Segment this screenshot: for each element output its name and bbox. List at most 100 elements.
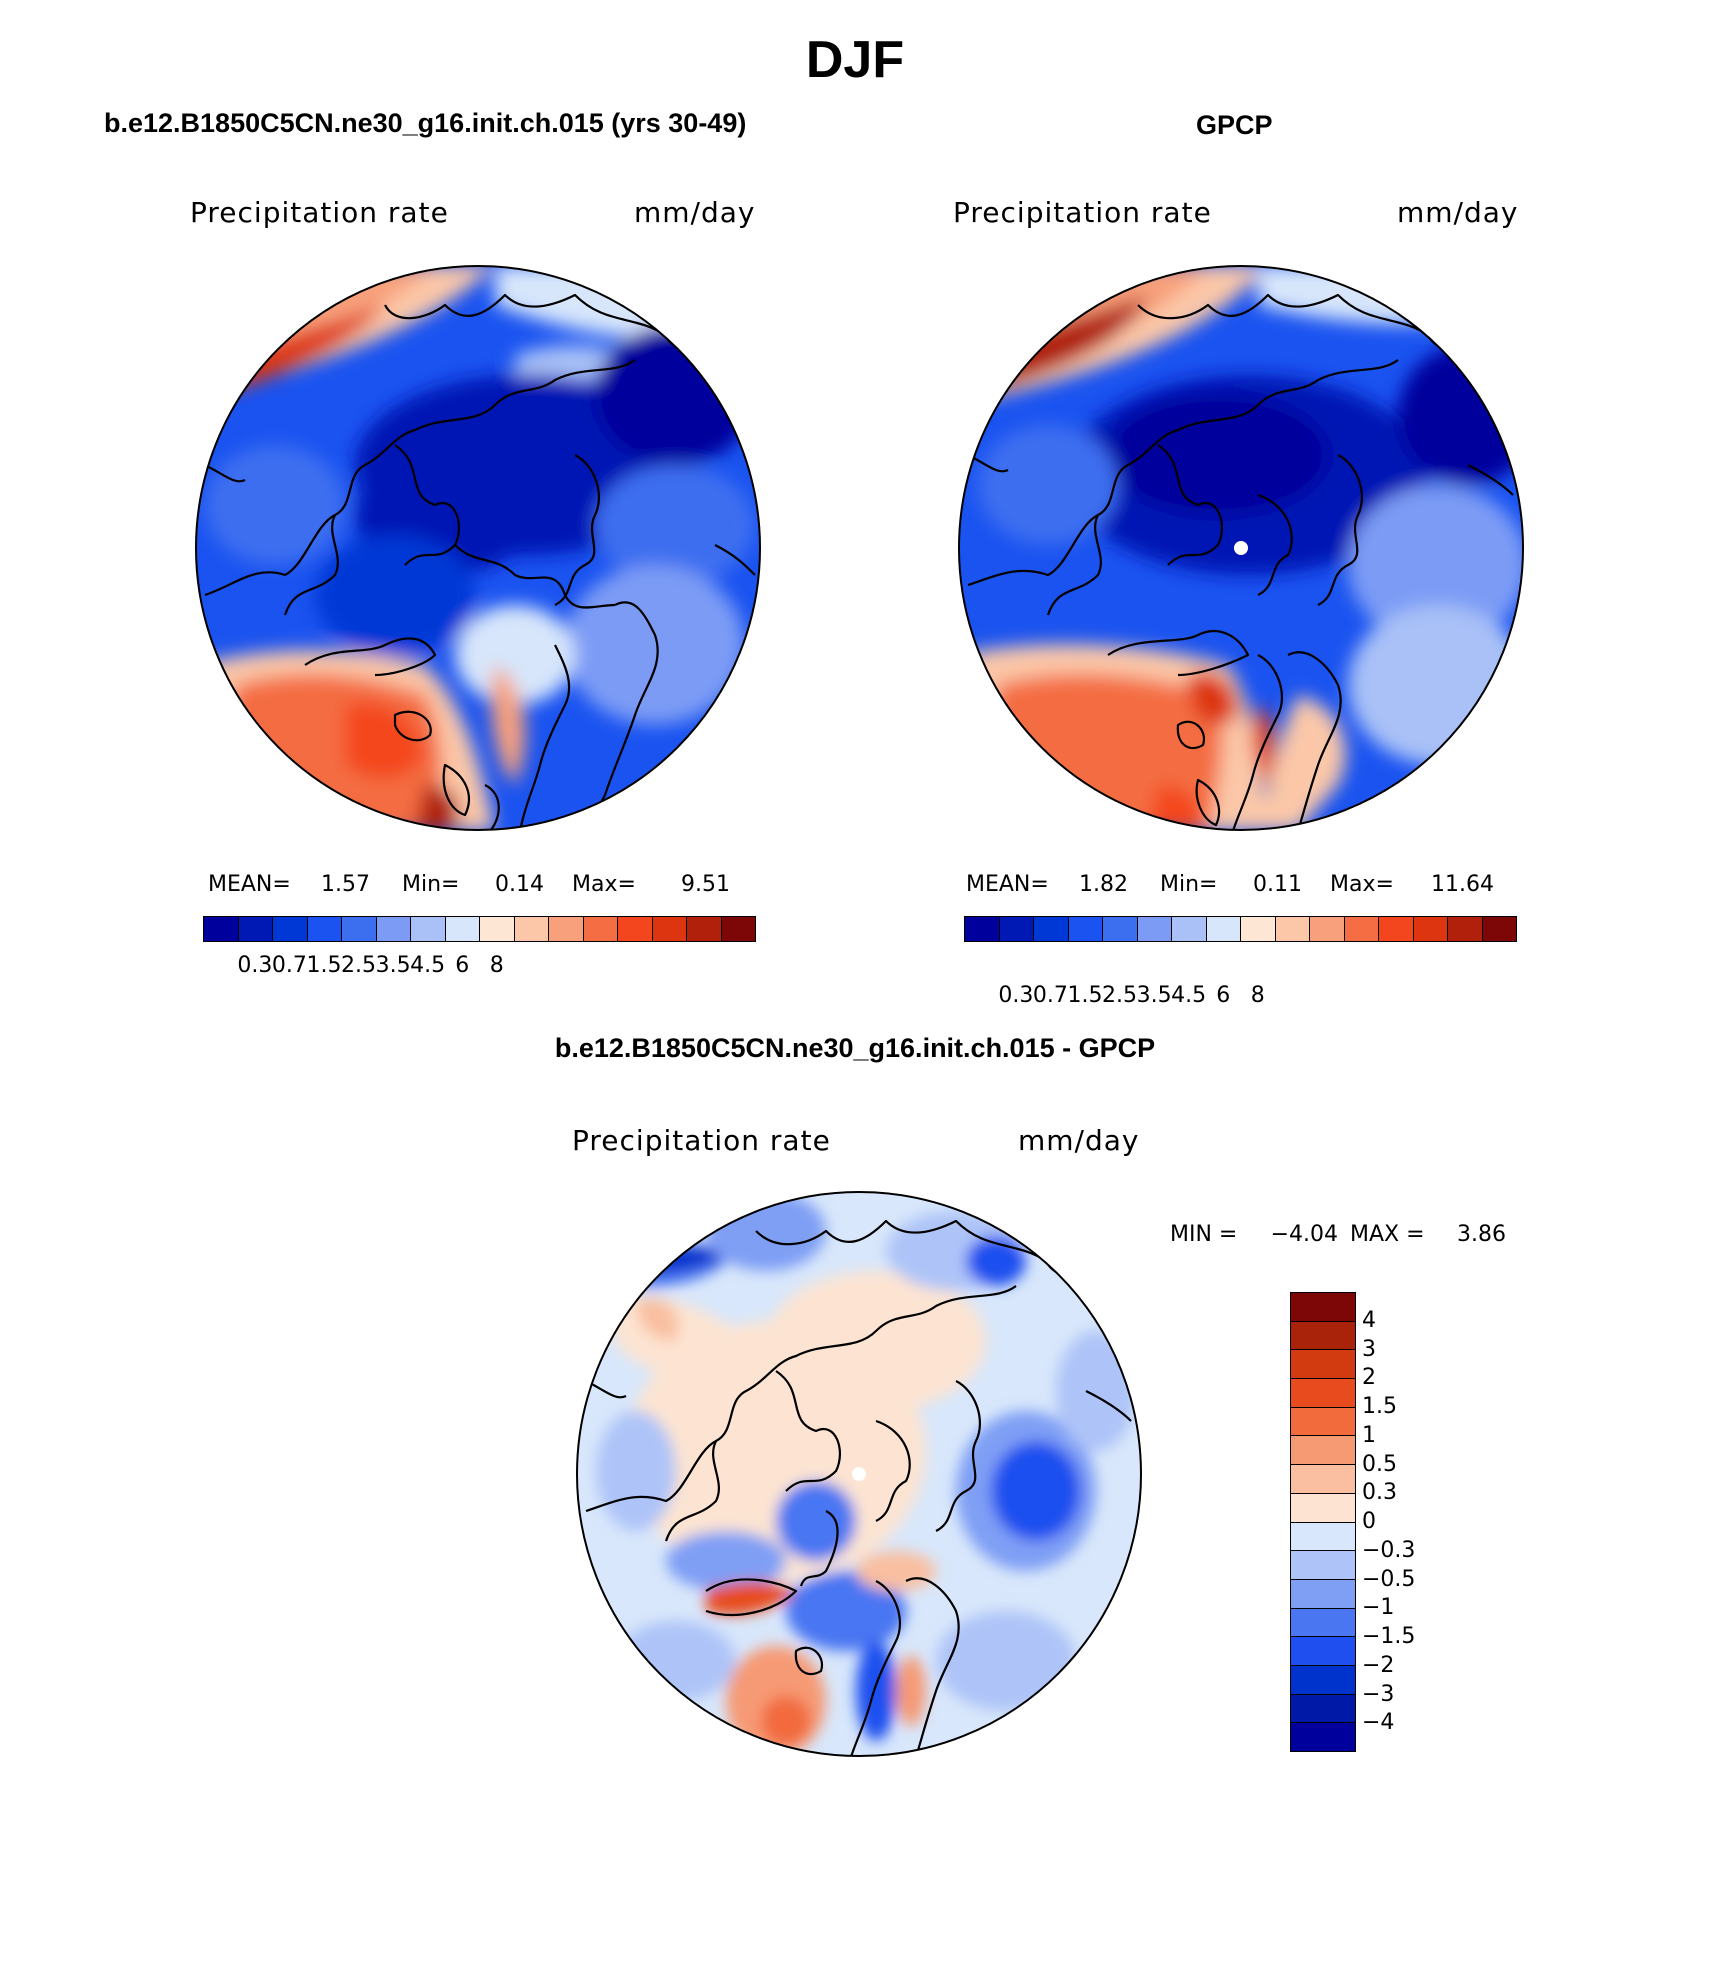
model-colorbar-swatch (583, 917, 618, 941)
diff-colorbar-tick-label: 4 (1362, 1307, 1376, 1333)
obs-colorbar-swatch (1344, 917, 1379, 941)
diff-units-label: mm/day (1018, 1124, 1140, 1157)
diff-colorbar-swatch (1291, 1665, 1355, 1695)
obs-colorbar-tick-label: 1.5 (1067, 983, 1103, 1008)
model-max-label: Max= (572, 872, 636, 897)
obs-colorbar-tick-label: 8 (1250, 983, 1265, 1008)
model-colorbar-tick-label: 3.5 (375, 953, 411, 978)
diff-colorbar-tick-label: 3 (1362, 1336, 1376, 1362)
obs-colorbar-swatch (999, 917, 1034, 941)
diff-min-value: −4.04 (1270, 1222, 1338, 1247)
obs-colorbar-swatch (1103, 917, 1138, 941)
diff-colorbar-swatch (1291, 1465, 1355, 1494)
model-min-label: Min= (402, 872, 460, 897)
model-min-value: 0.14 (495, 872, 544, 897)
diff-colorbar-swatch (1291, 1293, 1355, 1322)
model-colorbar-swatch (273, 917, 308, 941)
obs-colorbar-swatch (1482, 917, 1516, 941)
diff-colorbar-swatch (1291, 1522, 1355, 1552)
model-colorbar-swatch (411, 917, 446, 941)
diff-colorbar-tick-label: −0.5 (1362, 1566, 1416, 1592)
obs-mean-label: MEAN= (966, 872, 1049, 897)
obs-colorbar-tick-label: 2.5 (1102, 983, 1138, 1008)
obs-max-value: 11.64 (1431, 872, 1494, 897)
model-colorbar-tick-label: 1.5 (306, 953, 342, 978)
model-stats: MEAN= 1.57 Min= 0.14 Max= 9.51 (208, 872, 750, 897)
obs-colorbar-tick-label: 4.5 (1171, 983, 1207, 1008)
diff-colorbar-swatch (1291, 1637, 1355, 1666)
model-panel-title: b.e12.B1850C5CN.ne30_g16.init.ch.015 (yr… (104, 108, 747, 138)
diff-colorbar-tick-label: 0.3 (1362, 1480, 1397, 1506)
diff-colorbar-labels: 4 3 2 1.5 1 0.5 0.3 0 −0.3 −0.5 −1 −1.5 −2 −3 −4 (1362, 1292, 1482, 1752)
model-colorbar (203, 916, 756, 942)
model-colorbar-swatch (238, 917, 273, 941)
model-colorbar-labels: 0.3 0.7 1.5 2.5 3.5 4.5 6 8 (203, 953, 756, 983)
obs-polar-map (958, 265, 1524, 831)
obs-colorbar-swatch (1206, 917, 1241, 941)
obs-colorbar-swatch (1034, 917, 1069, 941)
obs-colorbar-swatch (1448, 917, 1483, 941)
model-units-label: mm/day (634, 196, 756, 229)
diff-colorbar-tick-label: −4 (1362, 1710, 1395, 1736)
obs-colorbar-tick-label: 0.7 (1032, 983, 1068, 1008)
obs-colorbar-tick-label: 3.5 (1136, 983, 1172, 1008)
model-colorbar-tick-label: 4.5 (410, 953, 446, 978)
obs-min-value: 0.11 (1253, 872, 1302, 897)
obs-stats: MEAN= 1.82 Min= 0.11 Max= 11.64 (966, 872, 1516, 897)
obs-mean-value: 1.82 (1079, 872, 1128, 897)
diff-max-label: MAX = (1350, 1222, 1425, 1247)
obs-min-label: Min= (1160, 872, 1218, 897)
diff-colorbar-tick-label: 2 (1362, 1365, 1376, 1391)
diff-colorbar-tick-label: −1 (1362, 1595, 1395, 1621)
model-mean-value: 1.57 (321, 872, 370, 897)
obs-colorbar-swatch (1137, 917, 1172, 941)
model-colorbar-swatch (721, 917, 755, 941)
diff-min-label: MIN = (1170, 1222, 1238, 1247)
model-colorbar-tick-label: 8 (489, 953, 504, 978)
obs-units-label: mm/day (1397, 196, 1519, 229)
diff-colorbar-tick-label: 1.5 (1362, 1394, 1397, 1419)
obs-colorbar-swatch (1068, 917, 1103, 941)
diff-colorbar-swatch (1291, 1436, 1355, 1466)
obs-variable-label: Precipitation rate (953, 196, 1212, 229)
obs-colorbar-labels: 0.3 0.7 1.5 2.5 3.5 4.5 6 8 (964, 983, 1517, 1013)
model-colorbar-swatch (376, 917, 411, 941)
diff-polar-map (576, 1191, 1142, 1757)
season-title: DJF (805, 31, 905, 89)
model-colorbar-swatch (204, 917, 239, 941)
diff-colorbar-swatch (1291, 1321, 1355, 1351)
obs-panel-title: GPCP (1196, 110, 1273, 140)
diff-colorbar-swatch (1291, 1608, 1355, 1638)
diff-colorbar-tick-label: −2 (1362, 1652, 1395, 1678)
model-colorbar-tick-label: 0.3 (237, 953, 273, 978)
diff-colorbar-swatch (1291, 1350, 1355, 1380)
model-polar-map (195, 265, 761, 831)
model-colorbar-swatch (652, 917, 687, 941)
model-colorbar-tick-label: 6 (455, 953, 470, 978)
diff-colorbar-tick-label: −1.5 (1362, 1624, 1416, 1649)
model-variable-label: Precipitation rate (190, 196, 449, 229)
model-max-value: 9.51 (681, 872, 730, 897)
diff-colorbar-tick-label: −3 (1362, 1681, 1395, 1707)
obs-colorbar-swatch (1275, 917, 1310, 941)
diff-max-value: 3.86 (1457, 1222, 1506, 1247)
diff-colorbar-swatch (1291, 1379, 1355, 1408)
diff-colorbar-swatch (1291, 1551, 1355, 1580)
obs-colorbar-swatch (965, 917, 1000, 941)
model-colorbar-swatch (618, 917, 653, 941)
obs-colorbar-swatch (1413, 917, 1448, 941)
diff-colorbar-swatch (1291, 1694, 1355, 1724)
diff-colorbar-swatch (1291, 1493, 1355, 1523)
obs-colorbar-swatch (1172, 917, 1207, 941)
obs-colorbar-swatch (1310, 917, 1345, 941)
diff-colorbar-tick-label: 0 (1362, 1509, 1376, 1534)
obs-colorbar-swatch (1241, 917, 1276, 941)
model-colorbar-swatch (514, 917, 549, 941)
model-mean-label: MEAN= (208, 872, 291, 897)
model-colorbar-tick-label: 2.5 (341, 953, 377, 978)
obs-colorbar-tick-label: 0.3 (998, 983, 1034, 1008)
diff-colorbar-tick-label: −0.3 (1362, 1537, 1416, 1563)
diff-variable-label: Precipitation rate (572, 1124, 831, 1157)
obs-colorbar-swatch (1379, 917, 1414, 941)
model-colorbar-tick-label: 0.7 (271, 953, 307, 978)
